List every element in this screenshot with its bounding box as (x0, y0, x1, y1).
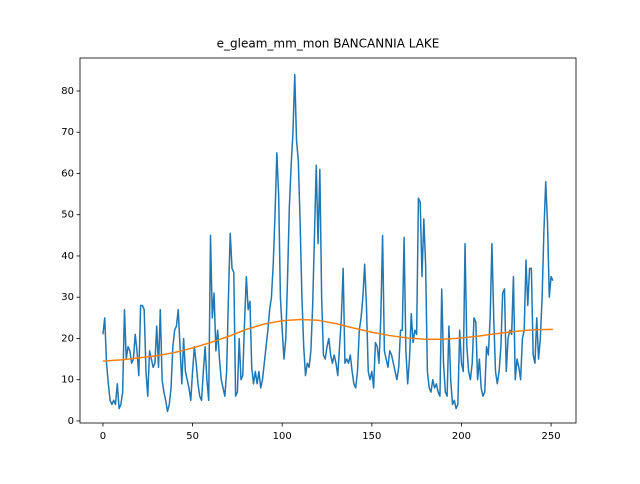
y-tick-label: 70 (61, 127, 74, 138)
chart-title: e_gleam_mm_mon BANCANNIA LAKE (217, 37, 440, 51)
x-tick-label: 0 (100, 431, 106, 442)
y-tick-label: 30 (61, 292, 74, 303)
x-tick-label: 100 (273, 431, 292, 442)
y-tick-label: 10 (61, 375, 74, 386)
y-tick-label: 20 (61, 333, 74, 344)
axes-frame (79, 57, 577, 424)
x-tick-label: 200 (452, 431, 471, 442)
y-tick-label: 60 (61, 168, 74, 179)
x-tick-label: 50 (186, 431, 199, 442)
y-tick-label: 40 (61, 251, 74, 262)
line-series (102, 73, 554, 413)
y-tick-label: 0 (68, 416, 74, 427)
x-tick-label: 250 (542, 431, 561, 442)
y-tick-label: 80 (61, 86, 74, 97)
x-tick-label: 150 (362, 431, 381, 442)
y-tick-label: 50 (61, 210, 74, 221)
line-series (102, 318, 553, 362)
